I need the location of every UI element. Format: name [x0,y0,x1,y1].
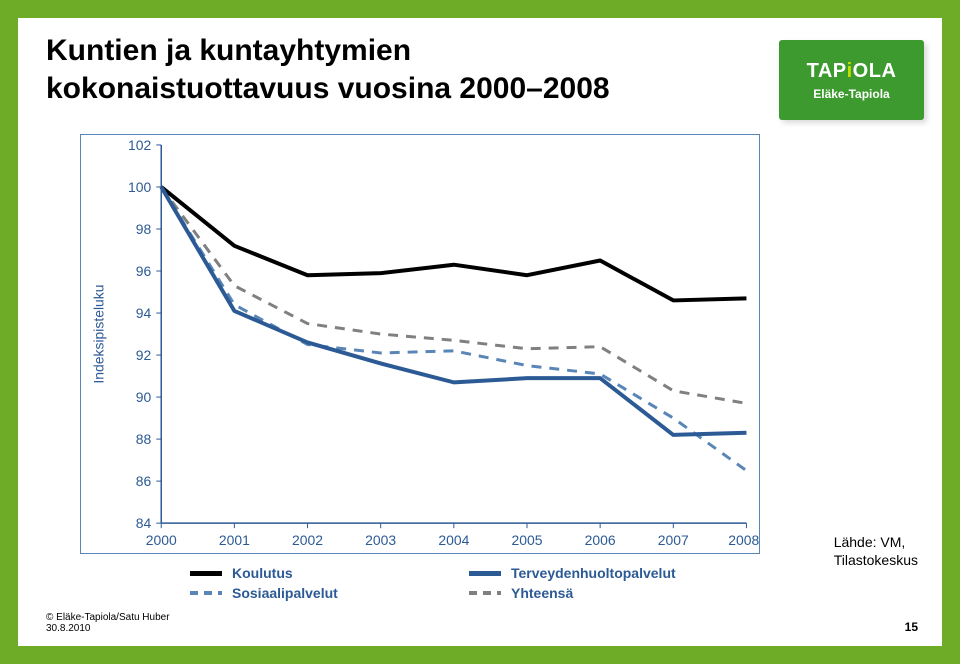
svg-text:Indeksipisteluku: Indeksipisteluku [91,285,107,384]
svg-text:2000: 2000 [146,532,177,548]
svg-text:2002: 2002 [292,532,323,548]
footer: © Eläke-Tapiola/Satu Huber 30.8.2010 [46,612,170,634]
copyright: © Eläke-Tapiola/Satu Huber [46,612,170,623]
legend-item: Yhteensä [469,584,748,602]
legend-label: Sosiaalipalvelut [232,585,338,601]
svg-text:100: 100 [128,179,151,195]
svg-text:84: 84 [136,515,152,531]
svg-text:96: 96 [136,263,152,279]
slide-content: Kuntien ja kuntayhtymien kokonaistuottav… [18,18,942,646]
legend-swatch [190,591,222,595]
legend-label: Yhteensä [511,585,573,601]
legend-swatch [469,591,501,595]
chart-legend: Koulutus Terveydenhuoltopalvelut Sosiaalip… [80,558,760,610]
logo: TAPiOLA Eläke-Tapiola [779,40,924,120]
svg-text:94: 94 [136,305,152,321]
source-line-2: Tilastokeskus [834,552,918,568]
svg-text:2003: 2003 [365,532,396,548]
legend-label: Terveydenhuoltopalvelut [511,565,676,581]
title-line-1: Kuntien ja kuntayhtymien [46,34,411,67]
chart-area: 84 86 88 90 92 94 96 98 100 102 2000 2001 2002 2003 20… [80,134,760,554]
page-number: 15 [905,620,918,634]
legend-item: Sosiaalipalvelut [190,584,469,602]
legend-label: Koulutus [232,565,293,581]
source-line-1: Lähde: VM, [834,534,906,550]
svg-text:2004: 2004 [438,532,469,548]
legend-swatch [469,571,501,576]
svg-text:2008*: 2008* [728,532,759,548]
svg-text:102: 102 [128,137,151,153]
svg-text:2006: 2006 [585,532,616,548]
footer-date: 30.8.2010 [46,623,91,634]
page-title: Kuntien ja kuntayhtymien kokonaistuottav… [46,32,646,107]
svg-text:2001: 2001 [219,532,250,548]
legend-swatch [190,571,222,576]
svg-text:2007: 2007 [658,532,689,548]
legend-item: Terveydenhuoltopalvelut [469,564,748,582]
line-chart: 84 86 88 90 92 94 96 98 100 102 2000 2001 2002 2003 20… [81,135,759,553]
svg-text:88: 88 [136,431,152,447]
svg-text:92: 92 [136,347,152,363]
svg-text:2005: 2005 [511,532,542,548]
title-line-2: kokonaistuottavuus vuosina 2000–2008 [46,72,610,105]
svg-text:98: 98 [136,221,152,237]
legend-item: Koulutus [190,564,469,582]
logo-text: TAPiOLA [807,60,897,83]
svg-text:90: 90 [136,389,152,405]
source-text: Lähde: VM, Tilastokeskus [834,533,918,569]
svg-text:86: 86 [136,473,152,489]
logo-subtitle: Eläke-Tapiola [813,87,889,101]
